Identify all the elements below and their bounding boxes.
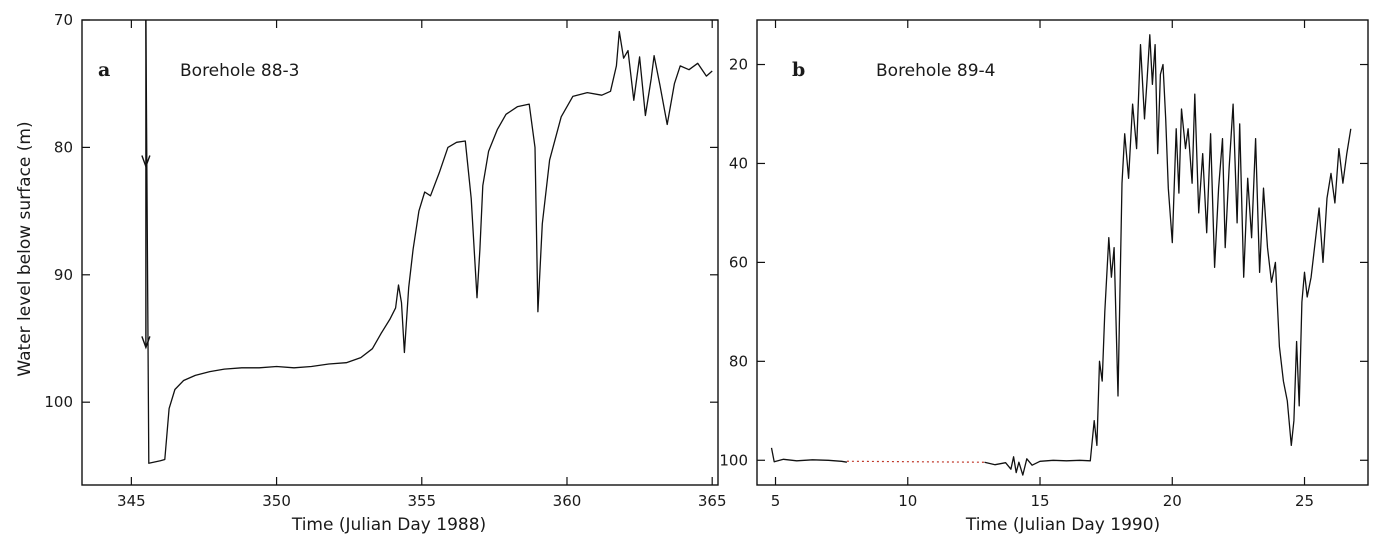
x-tick-label: 345 <box>117 492 146 510</box>
x-tick-label: 20 <box>1163 492 1182 510</box>
x-tick-label: 10 <box>898 492 917 510</box>
panel-letter: b <box>792 59 805 81</box>
y-tick-label: 100 <box>44 393 73 411</box>
chart-title: Borehole 89-4 <box>876 61 995 81</box>
series-line <box>145 19 713 464</box>
panel-b-chart: b Borehole 89-4 Time (Julian Day 1990) 5… <box>719 19 1369 535</box>
x-tick-label: 15 <box>1030 492 1049 510</box>
x-tick-label: 5 <box>771 492 781 510</box>
chart-title: Borehole 88-3 <box>180 61 299 81</box>
panel-letter: a <box>98 59 110 81</box>
x-tick-label: 25 <box>1295 492 1314 510</box>
plot-frame <box>756 19 1369 486</box>
y-tick-label: 60 <box>729 253 748 271</box>
y-tick-label: 100 <box>719 451 748 469</box>
y-tick-label: 90 <box>54 266 73 284</box>
x-tick-label: 365 <box>698 492 727 510</box>
y-tick-label: 20 <box>729 56 748 74</box>
panel-a-chart: a Borehole 88-3 Time (Julian Day 1988) W… <box>15 11 727 535</box>
x-tick-label: 355 <box>407 492 436 510</box>
x-tick-label: 360 <box>553 492 582 510</box>
y-tick-label: 40 <box>729 154 748 172</box>
plot-frame <box>81 19 719 486</box>
x-axis-label: Time (Julian Day 1990) <box>965 515 1160 535</box>
x-tick-label: 350 <box>262 492 291 510</box>
data-gap-line <box>846 460 985 463</box>
y-tick-label: 80 <box>729 352 748 370</box>
x-axis-label: Time (Julian Day 1988) <box>291 515 486 535</box>
series-line <box>770 447 848 463</box>
y-axis-label: Water level below surface (m) <box>15 121 35 376</box>
arrow-head <box>141 336 151 350</box>
y-tick-label: 80 <box>54 138 73 156</box>
y-tick-label: 70 <box>54 11 73 29</box>
series-line <box>984 34 1352 476</box>
